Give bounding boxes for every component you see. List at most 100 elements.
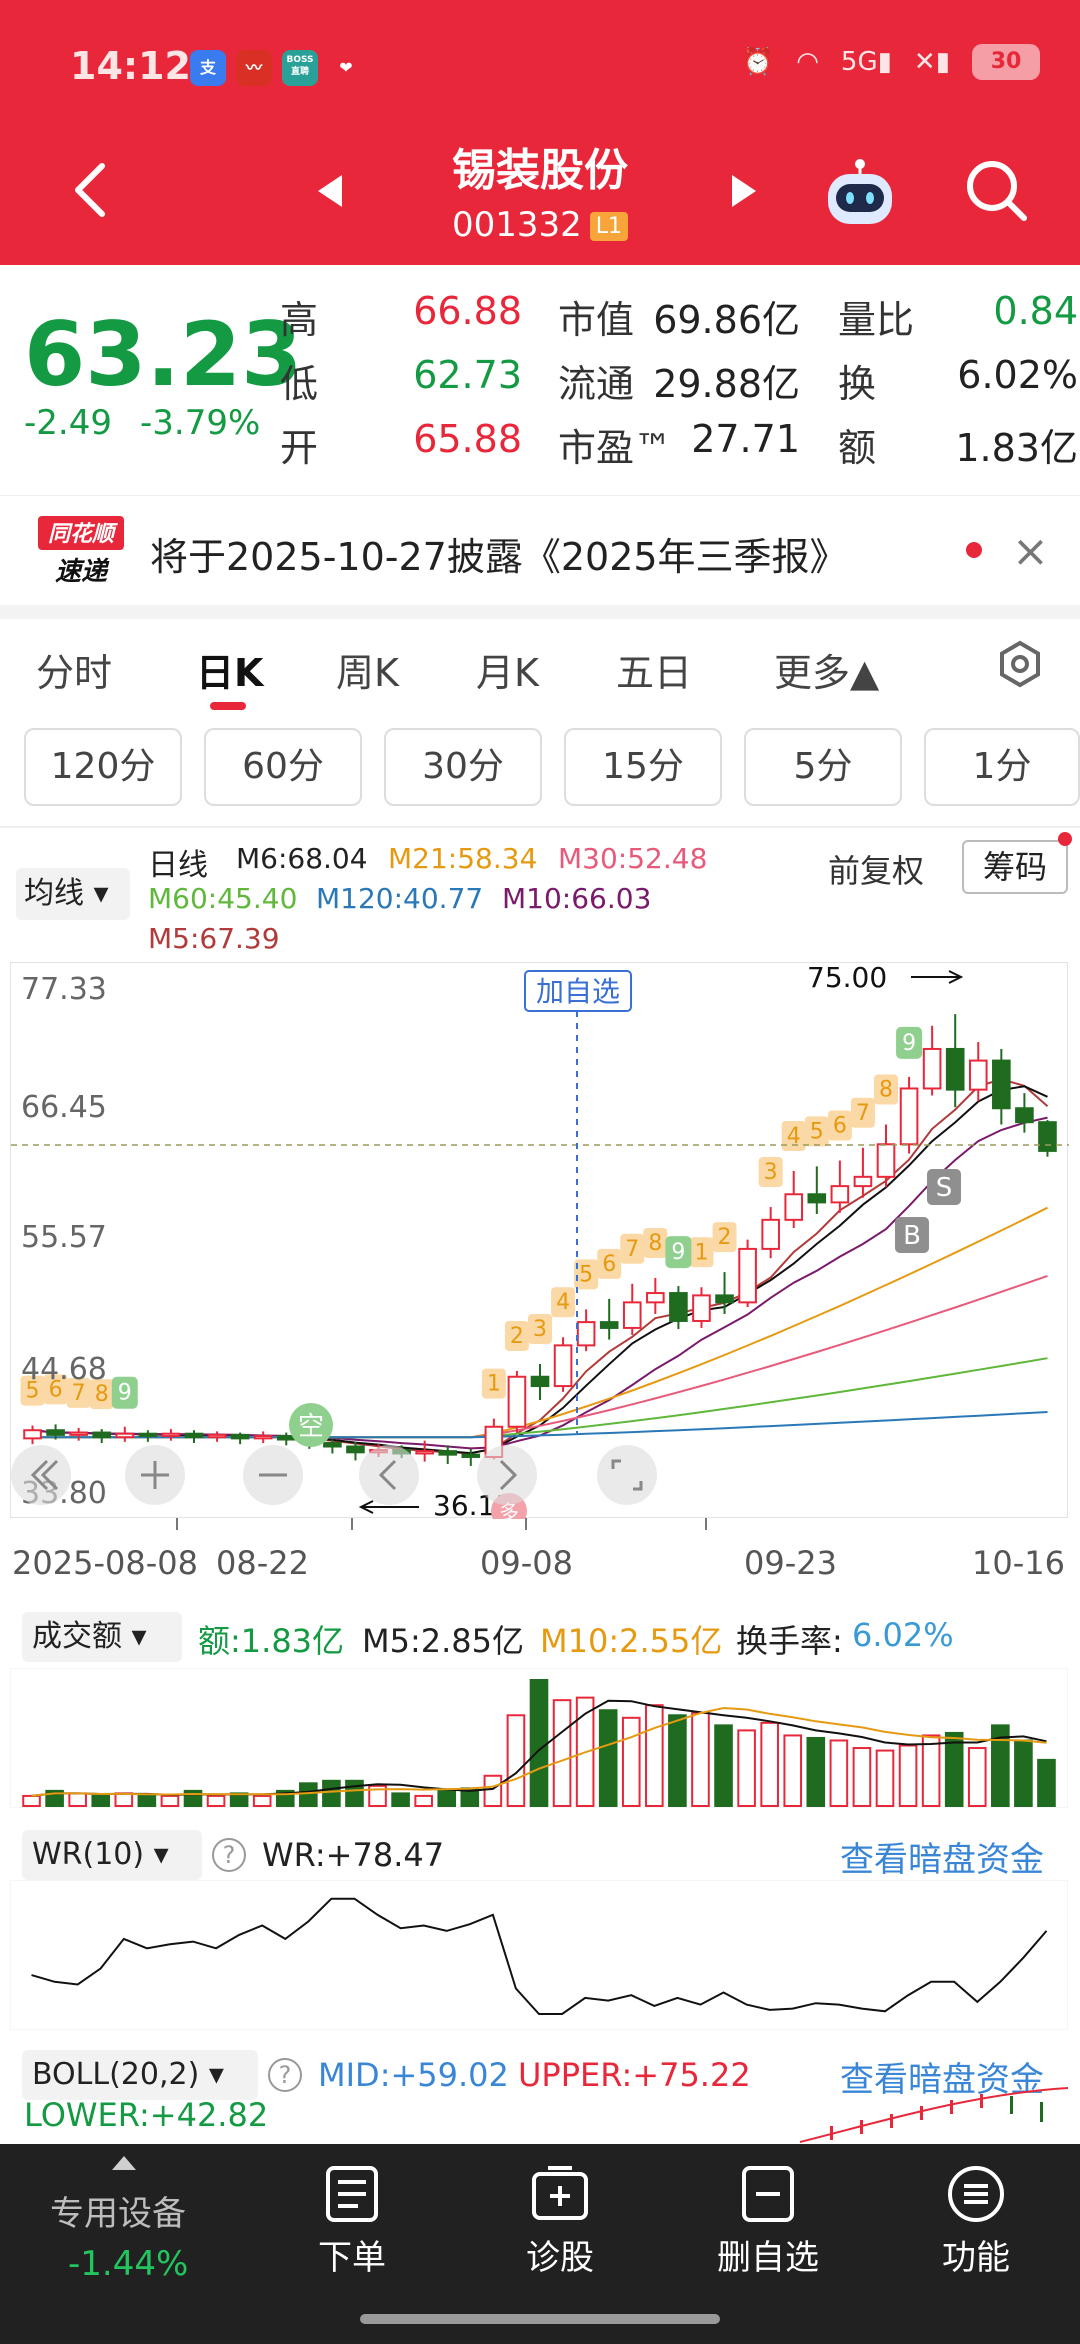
boll-mid: MID:+59.02 — [318, 2056, 509, 2094]
chart-nav-left-icon[interactable] — [11, 1445, 71, 1505]
notice-bar[interactable]: 同花顺 速递 将于2025-10-27披露《2025年三季报》 — [0, 495, 1080, 605]
tab-daily-k[interactable]: 日K — [196, 651, 264, 695]
td-nine-text: 9 — [118, 1381, 132, 1406]
ma-selector[interactable]: 均线 ▾ — [16, 868, 130, 920]
volume-bar — [829, 1739, 849, 1807]
search-icon[interactable] — [964, 158, 1028, 222]
volume-bar — [1014, 1739, 1033, 1807]
bottom-nav: 下单 诊股 删自选 功能 — [0, 2144, 1080, 2344]
volume-bar — [898, 1744, 918, 1807]
volume-bar — [22, 1794, 41, 1807]
candle-body — [346, 1445, 365, 1454]
period-5m[interactable]: 5分 — [744, 728, 902, 806]
candle-body — [115, 1432, 135, 1439]
period-120m[interactable]: 120分 — [24, 728, 182, 806]
nav-diagnose[interactable]: 诊股 — [480, 2164, 640, 2279]
tab-five-day[interactable]: 五日 — [616, 651, 693, 695]
volume-indicator-select[interactable]: 成交额 ▾ — [22, 1612, 182, 1662]
low-arrow-head — [358, 1500, 374, 1514]
high-value: 66.88 — [413, 289, 522, 333]
candle-body — [553, 1344, 573, 1388]
price-change-pct: -3.79% — [140, 403, 261, 443]
boll-help-icon[interactable]: ? — [268, 2058, 302, 2092]
td-nine-badge — [896, 1026, 923, 1059]
wr-chart[interactable] — [10, 1880, 1068, 2030]
price-change: -2.49 — [24, 403, 112, 443]
tab-timeshare[interactable]: 分时 — [36, 651, 113, 695]
prev-stock-icon[interactable] — [318, 175, 342, 207]
candle-body — [761, 1218, 780, 1250]
wr-help-icon[interactable]: ? — [212, 1838, 246, 1872]
td-count-text: 1 — [487, 1372, 501, 1397]
date-label-1: 2025-08-08 — [12, 1544, 198, 1582]
stock-code: 001332 — [451, 205, 582, 245]
td-count-badge — [66, 1377, 91, 1408]
add-watch-tag[interactable] — [524, 970, 632, 1012]
period-1m[interactable]: 1分 — [924, 728, 1080, 806]
wr-indicator-select[interactable]: WR(10) ▾ — [22, 1830, 202, 1880]
zoom-in-icon[interactable] — [125, 1445, 185, 1505]
y-tick-2: 66.45 — [21, 1090, 107, 1125]
scroll-left-icon[interactable] — [359, 1445, 419, 1505]
nav-remove-watch[interactable]: 删自选 — [688, 2164, 848, 2279]
candle-body — [899, 1087, 919, 1146]
candle-body — [876, 1143, 896, 1178]
candle-body — [576, 1321, 596, 1347]
td-count-text: 2 — [510, 1324, 524, 1349]
zoom-out-icon[interactable] — [243, 1445, 303, 1505]
status-time: 14:12 — [70, 44, 191, 88]
status-bar: 14:12 支 〰 BOSS直聘 ❤ ⏰ ◠ 5G▮ ✕▮ 30 — [0, 0, 1080, 140]
device-expand-icon[interactable] — [112, 2156, 136, 2170]
tab-more[interactable]: 更多▲ — [774, 651, 880, 695]
volume-chart[interactable] — [10, 1668, 1068, 1808]
next-stock-icon[interactable] — [732, 175, 756, 207]
candle-body — [438, 1450, 458, 1456]
td-nine-text: 9 — [902, 1031, 916, 1056]
volume-bar — [668, 1714, 687, 1807]
td-count-text: 7 — [72, 1381, 86, 1406]
wifi-icon: ◠ — [796, 47, 819, 77]
signal-icon: ✕▮ — [913, 47, 950, 77]
tab-weekly-k[interactable]: 周K — [336, 651, 399, 695]
nav-functions[interactable]: 功能 — [896, 2164, 1056, 2279]
volume-bar — [414, 1794, 433, 1807]
candle-body — [622, 1301, 642, 1329]
volume-bar — [252, 1794, 272, 1807]
volume-bar — [368, 1784, 387, 1807]
volume-bar — [552, 1699, 572, 1807]
robot-assistant-icon[interactable] — [822, 158, 898, 228]
sell-signal-badge — [927, 1169, 961, 1205]
boll-indicator-select[interactable]: BOLL(20,2) ▾ — [22, 2050, 258, 2100]
period-60m[interactable]: 60分 — [204, 728, 362, 806]
candle-body — [922, 1047, 942, 1090]
high-marker: 75.00 — [807, 963, 887, 994]
short-signal-badge — [289, 1403, 333, 1447]
notice-text[interactable]: 将于2025-10-27披露《2025年三季报》 — [150, 535, 848, 579]
fullscreen-icon[interactable] — [597, 1445, 657, 1505]
td-nine-text: 9 — [671, 1240, 685, 1265]
turnover-value2: 6.02% — [852, 1616, 954, 1654]
candle-body — [784, 1193, 804, 1221]
period-15m[interactable]: 15分 — [564, 728, 722, 806]
volume-bar — [114, 1792, 134, 1808]
chip-distribution-button[interactable]: 筹码 — [962, 840, 1068, 894]
td-count-badge — [528, 1313, 552, 1344]
pe-label: 市盈™ — [558, 426, 673, 470]
period-30m[interactable]: 30分 — [384, 728, 542, 806]
scroll-right-icon[interactable] — [477, 1445, 537, 1505]
wr-dark-pool-link[interactable]: 查看暗盘资金 — [840, 1840, 1044, 1880]
candle-body — [715, 1294, 734, 1304]
candle-body — [992, 1059, 1011, 1110]
sector-label[interactable]: 专用设备 — [50, 2194, 186, 2234]
adjust-label[interactable]: 前复权 — [828, 852, 925, 890]
open-label: 开 — [280, 426, 319, 470]
notice-close-icon[interactable]: × — [1012, 526, 1049, 577]
nav-order[interactable]: 下单 — [272, 2164, 432, 2279]
tab-monthly-k[interactable]: 月K — [476, 651, 539, 695]
back-icon[interactable] — [70, 160, 110, 220]
low-value: 62.73 — [413, 353, 522, 397]
boll-upper: UPPER:+75.22 — [518, 2056, 751, 2094]
hexagon-settings-icon[interactable] — [996, 640, 1044, 688]
td-count-text: 2 — [718, 1225, 732, 1250]
